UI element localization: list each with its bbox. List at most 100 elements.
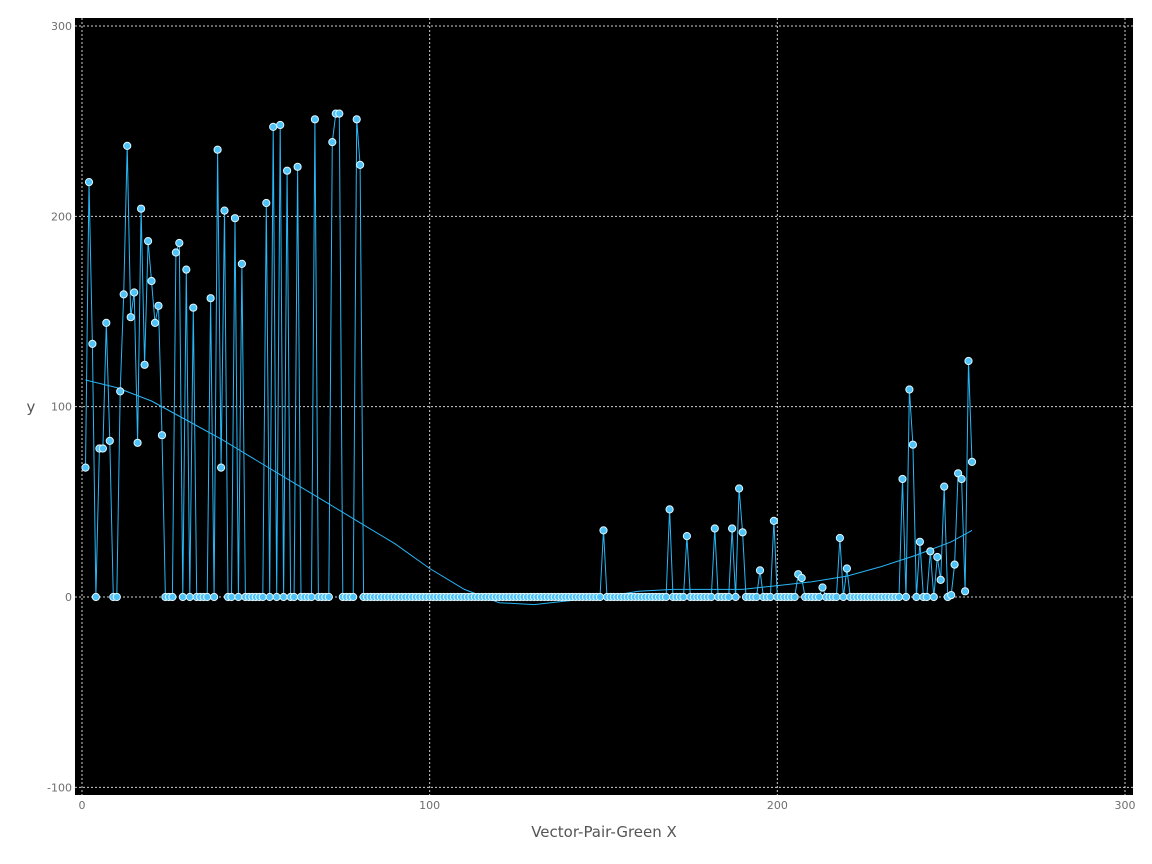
data-point xyxy=(335,109,344,118)
data-point xyxy=(679,592,688,602)
data-point xyxy=(349,592,358,602)
data-point xyxy=(898,474,907,484)
data-point xyxy=(922,592,931,602)
data-point xyxy=(116,387,125,396)
data-point xyxy=(839,592,848,602)
data-point xyxy=(269,122,278,132)
data-point xyxy=(182,265,191,274)
data-point xyxy=(915,537,925,546)
data-point xyxy=(908,440,918,449)
data-point xyxy=(227,592,236,602)
data-point xyxy=(168,592,177,602)
data-point xyxy=(957,474,966,484)
x-tick-label: 300 xyxy=(1115,799,1136,812)
data-point xyxy=(905,385,914,394)
series-layer xyxy=(81,109,977,602)
data-point xyxy=(964,356,973,366)
y-tick-label: 200 xyxy=(51,210,72,223)
data-point xyxy=(265,592,274,602)
data-point xyxy=(133,438,142,447)
data-point xyxy=(206,294,215,303)
data-point xyxy=(137,204,146,213)
data-point xyxy=(91,592,101,602)
data-point xyxy=(728,524,737,533)
data-point xyxy=(755,566,765,575)
data-point xyxy=(967,457,977,466)
data-point xyxy=(894,592,904,602)
data-point xyxy=(105,436,114,445)
data-point xyxy=(599,526,608,535)
data-point xyxy=(290,592,299,602)
data-point xyxy=(842,564,852,573)
y-axis-label: y xyxy=(27,398,36,416)
data-point xyxy=(662,592,671,602)
data-point xyxy=(88,339,97,348)
data-point xyxy=(230,214,240,223)
data-point xyxy=(929,592,938,602)
data-point xyxy=(926,547,935,556)
data-point xyxy=(150,318,160,327)
y-tick-label: 100 xyxy=(51,401,72,414)
data-point xyxy=(144,237,153,246)
data-point xyxy=(933,552,942,562)
data-point xyxy=(936,575,945,585)
data-point xyxy=(283,166,292,175)
data-point xyxy=(119,290,128,299)
data-point xyxy=(112,592,121,602)
data-point xyxy=(102,318,111,327)
data-point xyxy=(324,592,333,602)
tick-labels: 0 100 200 300 -100 0 100 200 300 xyxy=(47,20,1135,812)
data-point xyxy=(328,138,337,147)
data-point xyxy=(84,178,94,187)
y-tick-label: -100 xyxy=(47,781,72,794)
data-point xyxy=(258,592,267,602)
data-point xyxy=(724,592,733,602)
data-point xyxy=(947,591,956,600)
x-axis-label: Vector-Pair-Green X xyxy=(531,823,677,841)
data-point xyxy=(213,145,222,154)
data-point xyxy=(595,592,605,602)
data-point xyxy=(98,444,108,453)
data-point xyxy=(276,120,285,130)
data-point xyxy=(735,484,744,493)
data-point xyxy=(832,592,841,602)
data-point xyxy=(738,528,747,537)
data-point xyxy=(769,516,779,526)
data-point xyxy=(220,206,229,215)
data-point xyxy=(815,592,824,602)
data-point xyxy=(912,592,921,602)
data-point xyxy=(147,276,156,286)
data-point xyxy=(217,463,226,472)
data-point xyxy=(352,115,361,124)
data-point xyxy=(961,587,970,596)
data-point xyxy=(356,160,365,169)
data-point xyxy=(178,592,187,602)
data-point xyxy=(752,592,761,602)
data-point xyxy=(731,592,740,602)
data-point xyxy=(835,533,845,543)
data-point xyxy=(293,162,302,171)
data-point xyxy=(940,482,949,491)
x-tick-label: 200 xyxy=(767,799,788,812)
data-point xyxy=(710,524,719,533)
data-point xyxy=(237,259,246,268)
data-point xyxy=(707,592,716,602)
data-point xyxy=(171,248,180,257)
data-point xyxy=(279,592,288,602)
data-point xyxy=(189,303,198,312)
x-tick-label: 0 xyxy=(79,799,86,812)
data-point xyxy=(901,592,911,602)
y-tick-label: 0 xyxy=(65,591,72,604)
data-point xyxy=(950,560,959,569)
data-point xyxy=(81,463,90,472)
data-point xyxy=(210,592,219,602)
y-tick-label: 300 xyxy=(51,20,72,33)
data-point xyxy=(234,592,243,602)
data-point xyxy=(818,583,827,592)
data-point xyxy=(154,301,163,310)
data-point xyxy=(262,198,271,208)
data-point xyxy=(790,592,799,602)
data-point xyxy=(307,592,316,602)
grid-layer xyxy=(75,18,1133,795)
